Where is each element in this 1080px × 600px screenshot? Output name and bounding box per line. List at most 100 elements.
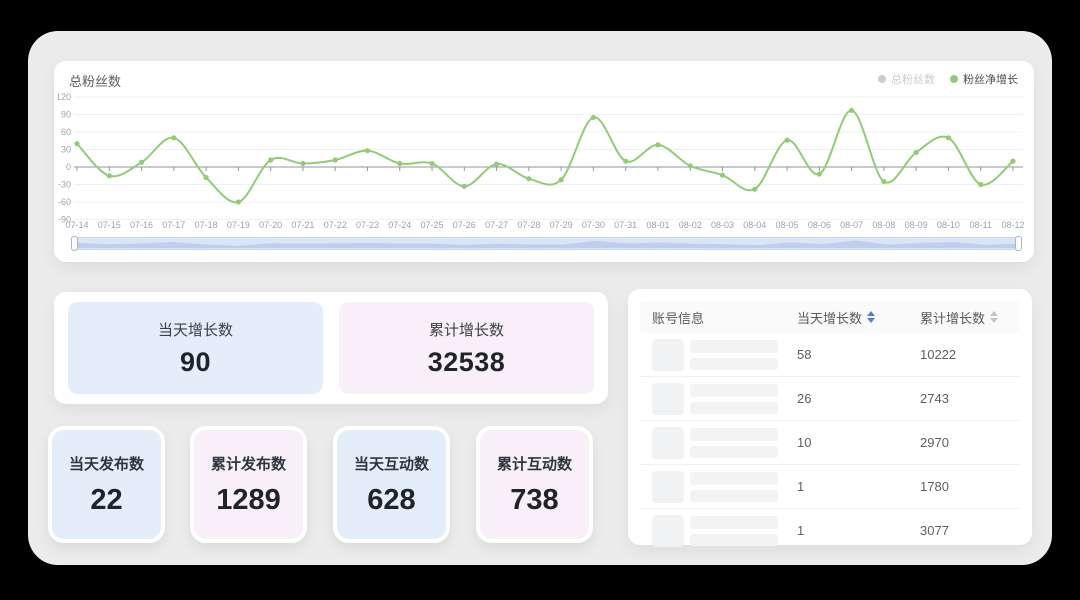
total-growth-value: 2743: [920, 391, 949, 406]
today-growth-value: 1: [797, 479, 805, 494]
sort-icon[interactable]: [867, 311, 876, 323]
account-name-placeholder: [690, 471, 778, 502]
stat-label: 当天增长数: [157, 321, 233, 339]
svg-text:08-10: 08-10: [937, 220, 960, 230]
chart-legend: 总粉丝数 粉丝净增长: [878, 71, 1018, 87]
svg-text:07-25: 07-25: [421, 220, 444, 230]
svg-text:07-17: 07-17: [162, 220, 185, 230]
table-row[interactable]: 58 10222: [640, 333, 1020, 377]
legend-label: 总粉丝数: [891, 74, 935, 86]
svg-text:08-06: 08-06: [808, 220, 831, 230]
svg-text:90: 90: [61, 110, 71, 120]
svg-text:08-05: 08-05: [776, 220, 799, 230]
stat-label: 当天互动数: [353, 455, 429, 473]
svg-text:0: 0: [66, 162, 71, 172]
datazoom-slider[interactable]: [71, 236, 1022, 251]
column-label: 当天增长数: [797, 310, 863, 326]
growth-stats-panel: 当天增长数 90 累计增长数 32538: [54, 292, 608, 404]
table-row[interactable]: 1 1780: [640, 465, 1020, 509]
stat-card-today-growth: 当天增长数 90: [68, 302, 323, 394]
chart-title: 总粉丝数: [69, 74, 122, 89]
stat-label: 当天发布数: [68, 455, 144, 473]
stat-label: 累计发布数: [210, 455, 286, 473]
accounts-table-panel: 账号信息 当天增长数 累计增长数 58 10222: [628, 289, 1032, 547]
svg-text:30: 30: [61, 145, 71, 155]
legend-item-net-growth[interactable]: 粉丝净增长: [950, 71, 1018, 87]
stat-card-total-interactions: 累计互动数 738: [476, 426, 593, 543]
svg-text:-30: -30: [58, 180, 71, 190]
svg-text:07-14: 07-14: [65, 220, 88, 230]
account-cell: [652, 470, 797, 503]
svg-text:08-08: 08-08: [872, 220, 895, 230]
svg-text:08-11: 08-11: [970, 220, 992, 230]
datazoom-handle-left[interactable]: [71, 236, 78, 251]
avatar: [652, 426, 684, 459]
account-cell: [652, 514, 797, 547]
stat-value: 1289: [216, 483, 281, 516]
avatar: [652, 338, 684, 371]
column-header-today-growth[interactable]: 当天增长数: [797, 308, 920, 327]
stat-card-total-posts: 累计发布数 1289: [190, 426, 307, 543]
account-cell: [652, 426, 797, 459]
table-header: 账号信息 当天增长数 累计增长数: [640, 301, 1020, 333]
account-cell: [652, 338, 797, 371]
svg-text:07-15: 07-15: [98, 220, 121, 230]
svg-text:08-07: 08-07: [840, 220, 863, 230]
account-name-placeholder: [690, 427, 778, 458]
datazoom-preview: [74, 240, 1019, 249]
avatar: [652, 514, 684, 547]
legend-item-total-fans[interactable]: 总粉丝数: [878, 71, 935, 87]
total-growth-value: 10222: [920, 347, 957, 362]
svg-text:08-09: 08-09: [905, 220, 928, 230]
stat-value: 22: [90, 483, 123, 516]
total-growth-value: 1780: [920, 479, 949, 494]
svg-text:07-16: 07-16: [130, 220, 153, 230]
stat-value: 628: [367, 483, 416, 516]
account-name-placeholder: [690, 383, 778, 414]
fans-chart-panel: 总粉丝数 总粉丝数 粉丝净增长 120 90 60 30 0 -30 -60 -90 07-14…: [54, 61, 1034, 262]
sort-icon[interactable]: [990, 311, 999, 323]
svg-text:07-21: 07-21: [291, 220, 314, 230]
account-cell: [652, 382, 797, 415]
account-name-placeholder: [690, 515, 778, 546]
svg-text:07-20: 07-20: [259, 220, 282, 230]
avatar: [652, 382, 684, 415]
svg-text:-90: -90: [58, 215, 71, 225]
svg-text:08-02: 08-02: [679, 220, 702, 230]
svg-text:07-22: 07-22: [324, 220, 347, 230]
svg-text:07-23: 07-23: [356, 220, 379, 230]
today-growth-value: 10: [797, 435, 812, 450]
svg-text:07-18: 07-18: [195, 220, 218, 230]
svg-text:07-28: 07-28: [517, 220, 540, 230]
svg-text:07-30: 07-30: [582, 220, 605, 230]
today-growth-value: 1: [797, 523, 805, 538]
column-header-total-growth[interactable]: 累计增长数: [920, 308, 1020, 327]
table-row[interactable]: 10 2970: [640, 421, 1020, 465]
svg-text:07-24: 07-24: [388, 220, 411, 230]
svg-text:08-12: 08-12: [1001, 220, 1024, 230]
total-growth-value: 2970: [920, 435, 949, 450]
avatar: [652, 470, 684, 503]
table-row[interactable]: 26 2743: [640, 377, 1020, 421]
stat-value: 32538: [427, 346, 506, 377]
svg-text:07-31: 07-31: [614, 220, 637, 230]
stat-value: 738: [510, 483, 559, 516]
stat-card-total-growth: 累计增长数 32538: [339, 302, 594, 394]
datazoom-handle-right[interactable]: [1015, 236, 1022, 251]
legend-label: 粉丝净增长: [963, 74, 1018, 86]
svg-text:07-26: 07-26: [453, 220, 476, 230]
table-row[interactable]: 1 3077: [640, 509, 1020, 552]
svg-text:07-29: 07-29: [550, 220, 573, 230]
total-growth-value: 3077: [920, 523, 949, 538]
svg-text:07-27: 07-27: [485, 220, 508, 230]
svg-text:08-01: 08-01: [646, 220, 669, 230]
today-growth-value: 58: [797, 347, 812, 362]
column-label: 账号信息: [652, 310, 705, 326]
account-name-placeholder: [690, 339, 778, 370]
svg-text:07-19: 07-19: [227, 220, 250, 230]
stat-label: 累计增长数: [428, 321, 504, 339]
svg-text:120: 120: [58, 92, 71, 102]
dashboard-board: 总粉丝数 总粉丝数 粉丝净增长 120 90 60 30 0 -30 -60 -90 07-14…: [28, 31, 1052, 565]
stat-card-today-interactions: 当天互动数 628: [333, 426, 450, 543]
